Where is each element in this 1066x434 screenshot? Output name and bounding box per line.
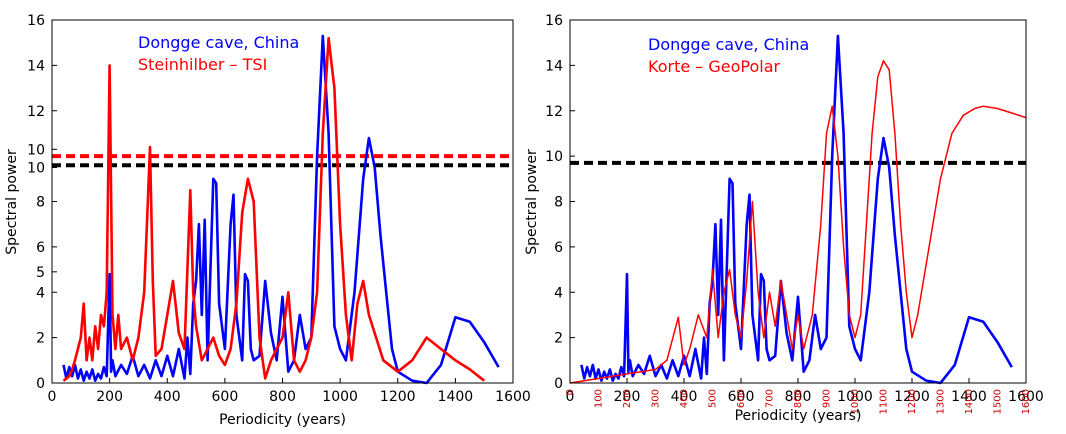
secondary-x-tick-label: 1200 <box>907 389 918 414</box>
y-tick-label: 4 <box>36 285 45 301</box>
y-tick-label: 14 <box>27 58 45 74</box>
secondary-x-tick-label: 300 <box>651 389 662 408</box>
y-tick-label: 5 <box>36 265 45 281</box>
x-tick-label: 1000 <box>322 389 358 405</box>
x-tick-label: 1600 <box>495 389 531 405</box>
secondary-x-tick-label: 400 <box>679 389 690 408</box>
x-tick-label: 1600 <box>1008 389 1044 405</box>
y-tick-label: 10 <box>27 142 45 158</box>
series-line-1 <box>580 34 1013 385</box>
x-axis-title: Periodicity (years) <box>735 408 862 424</box>
secondary-x-tick-label: 0 <box>565 389 576 395</box>
x-tick-label: 1000 <box>837 389 873 405</box>
y-tick-label: 14 <box>545 58 563 74</box>
y-tick-label: 2 <box>554 331 563 347</box>
x-tick-label: 0 <box>48 389 57 405</box>
series-line-2 <box>62 36 486 382</box>
y-tick-label: 12 <box>545 104 563 120</box>
x-tick-label: 200 <box>96 389 123 405</box>
x-tick-label: 400 <box>154 389 181 405</box>
x-tick-label: 200 <box>614 389 641 405</box>
x-tick-label: 1400 <box>951 389 987 405</box>
y-tick-label: 0 <box>36 376 45 392</box>
y-axis-title: Spectral power <box>524 149 540 255</box>
x-axis-title: Periodicity (years) <box>219 412 346 428</box>
series-line-1 <box>62 34 500 385</box>
y-tick-label: 6 <box>554 240 563 256</box>
secondary-x-tick-label: 700 <box>765 389 776 408</box>
x-tick-label: 1200 <box>380 389 416 405</box>
y-tick-label: 8 <box>36 195 45 211</box>
x-tick-label: 600 <box>212 389 239 405</box>
secondary-x-tick-label: 1500 <box>993 389 1004 414</box>
y-tick-label: 10 <box>27 160 45 176</box>
y-tick-label: 10 <box>545 149 563 165</box>
y-tick-label: 16 <box>27 13 45 29</box>
legend-entry-1: Dongge cave, China <box>648 35 809 54</box>
secondary-x-tick-label: 1400 <box>964 389 975 414</box>
y-tick-label: 0 <box>554 376 563 392</box>
y-tick-label: 16 <box>545 13 563 29</box>
secondary-x-tick-label: 1000 <box>850 389 861 414</box>
secondary-x-tick-label: 600 <box>736 389 747 408</box>
legend-entry-1: Dongge cave, China <box>138 33 299 52</box>
secondary-x-tick-label: 1100 <box>879 389 890 414</box>
secondary-x-tick-label: 200 <box>622 389 633 408</box>
y-tick-label: 4 <box>554 285 563 301</box>
secondary-x-tick-label: 100 <box>594 389 605 408</box>
x-tick-label: 800 <box>785 389 812 405</box>
x-tick-label: 1400 <box>438 389 474 405</box>
series-line-2 <box>569 60 1027 384</box>
secondary-x-tick-label: 1600 <box>1021 389 1032 414</box>
x-tick-label: 0 <box>566 389 575 405</box>
left-chart-panel: 0 200 400 600 800 1000 1200 1400 1600 0 2 4 5 6 8 10 10 1… <box>4 13 531 428</box>
legend-entry-2: Korte – GeoPolar <box>648 57 781 76</box>
x-tick-label: 400 <box>671 389 698 405</box>
y-axis-title: Spectral power <box>4 149 20 255</box>
secondary-x-tick-label: 800 <box>793 389 804 408</box>
x-tick-label: 600 <box>728 389 755 405</box>
legend-entry-2: Steinhilber – TSI <box>138 55 267 74</box>
x-tick-label: 800 <box>269 389 296 405</box>
x-tick-label: 1200 <box>894 389 930 405</box>
y-tick-label: 2 <box>36 331 45 347</box>
y-tick-label: 6 <box>36 240 45 256</box>
secondary-x-tick-label: 500 <box>708 389 719 408</box>
secondary-x-tick-label: 1300 <box>936 389 947 414</box>
secondary-x-tick-label: 900 <box>822 389 833 408</box>
y-tick-label: 8 <box>554 195 563 211</box>
plot-frame <box>569 19 1027 384</box>
y-tick-label: 12 <box>27 104 45 120</box>
